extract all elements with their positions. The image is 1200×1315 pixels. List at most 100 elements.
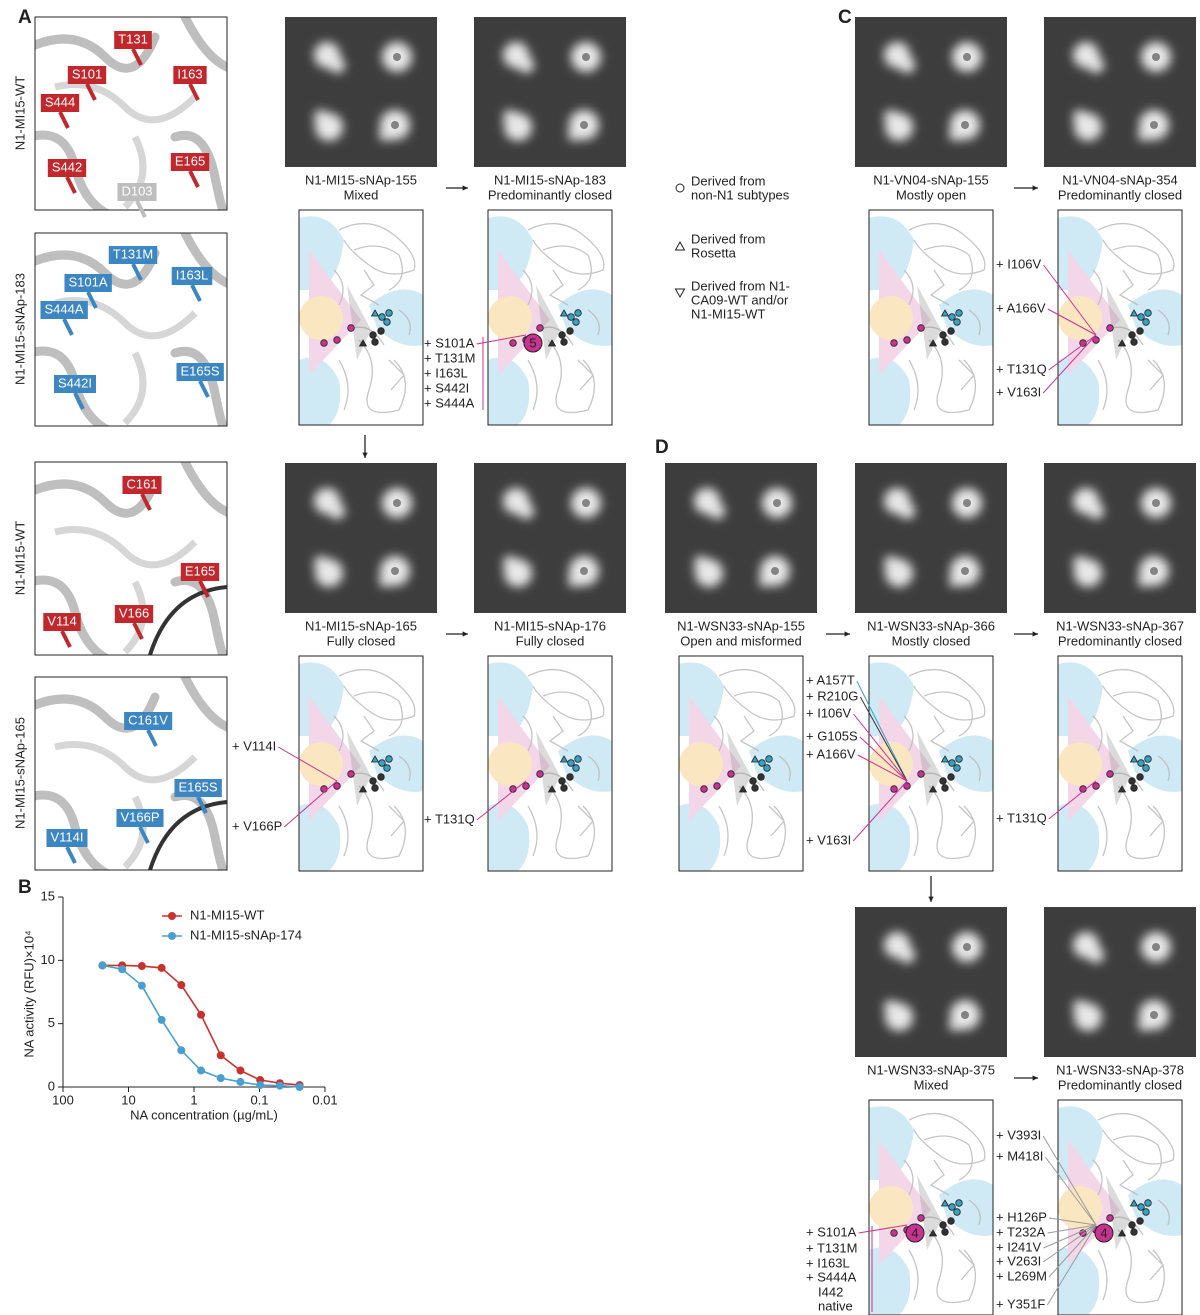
data-point (138, 982, 146, 990)
residue-text: T131 (118, 31, 148, 46)
mutation-label: + S444A (806, 1269, 857, 1284)
data-point (158, 1016, 166, 1024)
structure-model (679, 656, 803, 871)
residue-text: D103 (121, 183, 152, 198)
mutation-label: + V393I (996, 1127, 1041, 1142)
structure-model (1058, 210, 1182, 425)
residue-text: V114 (47, 613, 76, 628)
mutation-label: + S101A (424, 335, 475, 350)
x-tick-label: 10 (121, 1092, 135, 1107)
data-point (197, 1011, 205, 1019)
construct-name: N1-VN04-sNAp-354 (1062, 172, 1178, 187)
residue-text: I163 (177, 66, 202, 81)
mutation-label: + H126P (996, 1209, 1047, 1224)
structure-model (869, 210, 993, 425)
x-axis-label: NA concentration (µg/mL) (130, 1107, 278, 1122)
residue-text: S444A (44, 301, 83, 316)
x-tick-label: 1 (190, 1092, 197, 1107)
class-average-image (474, 17, 626, 167)
mutation-label: + T131Q (996, 810, 1047, 825)
y-tick-label: 15 (41, 888, 55, 903)
mutation-label: + T131M (806, 1240, 857, 1255)
y-axis-label: NA activity (RFU)×10⁴ (21, 930, 36, 1057)
legend-text: Derived from N1- (691, 278, 790, 293)
mutation-label: native (818, 1298, 853, 1313)
structure-model (1058, 1100, 1182, 1315)
arrow-head (1033, 1075, 1038, 1080)
residue-text: C161 (126, 476, 157, 491)
mutation-label: + V163I (806, 832, 851, 847)
data-point (98, 961, 106, 969)
mutation-label: + V263I (996, 1253, 1041, 1268)
arrow-head (845, 631, 850, 636)
construct-state: Fully closed (327, 633, 396, 648)
residue-label: V114I (46, 829, 87, 847)
class-average-image (474, 463, 626, 613)
arrow-head (928, 897, 933, 902)
legend-label: N1-MI15-sNAp-174 (190, 927, 302, 942)
residue-label: E165 (181, 563, 219, 581)
class-average-image (665, 463, 817, 613)
side-label: N1-MI15-WT (12, 76, 27, 150)
mutation-label: + A157T (806, 672, 855, 687)
figure-content: ABCDN1-MI15-WTT131S101I163S444S442E165D1… (12, 7, 1196, 1315)
arrow-head (1033, 631, 1038, 636)
legend-symbol (676, 289, 685, 297)
side-label: N1-MI15-sNAp-165 (12, 717, 27, 829)
structure-model (488, 656, 612, 871)
structure-model (1058, 656, 1182, 871)
construct-state: Mixed (344, 187, 379, 202)
construct-name: N1-WSN33-sNAp-378 (1056, 1062, 1184, 1077)
data-point (197, 1067, 205, 1075)
residue-label: C161 (122, 476, 161, 494)
class-average-image (1044, 907, 1196, 1057)
structure-model (299, 210, 423, 425)
panel-label: B (18, 877, 32, 898)
residue-label: E165S (174, 779, 221, 797)
panel-label: A (18, 7, 32, 28)
residue-text: S101 (72, 66, 102, 81)
mutation-label: + I163L (424, 365, 468, 380)
residue-label: I163L (172, 267, 213, 285)
data-point (236, 1078, 244, 1086)
structure-model (488, 210, 612, 425)
residue-label: V166 (115, 605, 153, 623)
legend-text: CA09-WT and/or (691, 292, 789, 307)
residue-label: D103 (117, 183, 156, 201)
residue-text: C161V (128, 712, 168, 727)
data-point (217, 1074, 225, 1082)
mutation-label: + A166V (806, 746, 856, 761)
residue-text: V166 (119, 605, 149, 620)
construct-state: Predominantly closed (1058, 187, 1182, 202)
panel-label: D (655, 437, 669, 458)
residue-text: E165 (175, 153, 205, 168)
legend-text: Derived from (691, 173, 765, 188)
data-point (276, 1082, 284, 1090)
structure-model (299, 656, 423, 871)
mutation-label: + S444A (424, 395, 475, 410)
class-average-image (285, 17, 437, 167)
mutation-label: + T131Q (996, 361, 1047, 376)
axes (58, 897, 325, 1092)
residue-label: S442 (48, 159, 86, 177)
mutation-label: + I241V (996, 1239, 1042, 1254)
construct-name: N1-MI15-sNAp-183 (494, 172, 606, 187)
residue-text: I163L (176, 267, 209, 282)
mutation-label: + T131Q (424, 811, 475, 826)
construct-name: N1-WSN33-sNAp-366 (867, 618, 995, 633)
mutation-label: + S101A (806, 1224, 857, 1239)
residue-text: E165S (178, 779, 217, 794)
x-tick-label: 100 (52, 1092, 74, 1107)
construct-name: N1-MI15-sNAp-176 (494, 618, 606, 633)
legend-label: N1-MI15-WT (190, 907, 264, 922)
legend-text: N1-MI15-WT (691, 306, 765, 321)
side-label: N1-MI15-sNAp-183 (12, 273, 27, 385)
arrow-head (463, 631, 468, 636)
construct-name: N1-WSN33-sNAp-375 (867, 1062, 995, 1077)
construct-state: Predominantly closed (488, 187, 612, 202)
construct-name: N1-WSN33-sNAp-367 (1056, 618, 1184, 633)
data-point (158, 964, 166, 972)
residue-label: C161V (124, 712, 172, 730)
mutation-label: I442 (818, 1284, 843, 1299)
data-point (296, 1083, 304, 1091)
